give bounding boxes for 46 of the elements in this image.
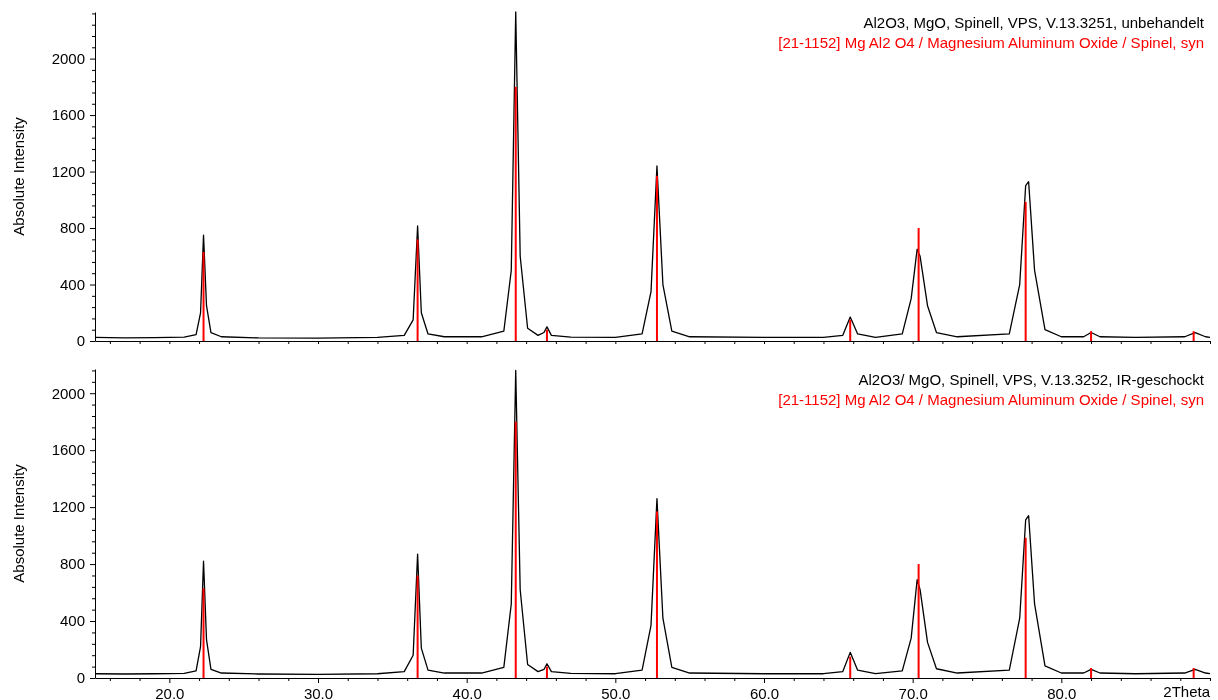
y-axis-title: Absolute Intensity [10,463,27,583]
bar [545,329,548,341]
bar [1024,201,1027,341]
bar [1090,331,1093,341]
x-tick-label: 20.0 [155,684,185,700]
y-tick-label: 1600 [51,441,85,459]
y-tick-label: 2000 [51,384,85,402]
bar [416,575,419,678]
bar [849,656,852,678]
y-tick-label: 2000 [51,49,85,67]
y-axis-title: Absolute Intensity [10,116,27,236]
bar [655,175,658,341]
x-tick-label: 30.0 [303,684,334,700]
text: Al2O3, MgO, Spinell, VPS, V.13.3251, unbehandelt [863,14,1205,31]
bar [917,564,920,678]
text: [21-1152] Mg Al2 O4 / Magnesium Aluminum Oxide / Spinel, syn [778,391,1204,408]
y-tick-label: 1200 [51,498,85,516]
y-tick-label: 0 [76,669,85,687]
bar [1090,668,1093,678]
bar [849,319,852,341]
bar [416,239,419,341]
y-tick-label: 1200 [51,162,85,180]
x-tick-label: 70.0 [898,684,928,700]
y-tick-label: 400 [59,612,85,630]
bar [202,588,205,678]
bar [514,421,517,678]
bar [1024,537,1027,678]
y-tick-label: 0 [76,332,85,350]
x-tick-label: 60.0 [749,684,780,700]
bar [1192,668,1195,678]
x-tick-label: 80.0 [1047,684,1077,700]
text: Al2O3/ MgO, Spinell, VPS, V.13.3252, IR-geschockt [858,371,1205,388]
y-tick-label: 800 [59,555,85,573]
bar [1192,331,1195,341]
bar [655,511,658,678]
bar [514,86,517,341]
x-tick-label: 40.0 [452,684,482,700]
y-tick-label: 400 [59,275,85,293]
bar [202,252,205,341]
bar [917,228,920,341]
y-tick-label: 1600 [51,106,85,124]
x-axis-title: 2Theta [1163,682,1211,700]
text: [21-1152] Mg Al2 O4 / Magnesium Aluminum Oxide / Spinel, syn [778,34,1204,51]
y-tick-label: 800 [59,219,85,237]
x-tick-label: 50.0 [601,684,631,700]
bar [545,666,548,678]
